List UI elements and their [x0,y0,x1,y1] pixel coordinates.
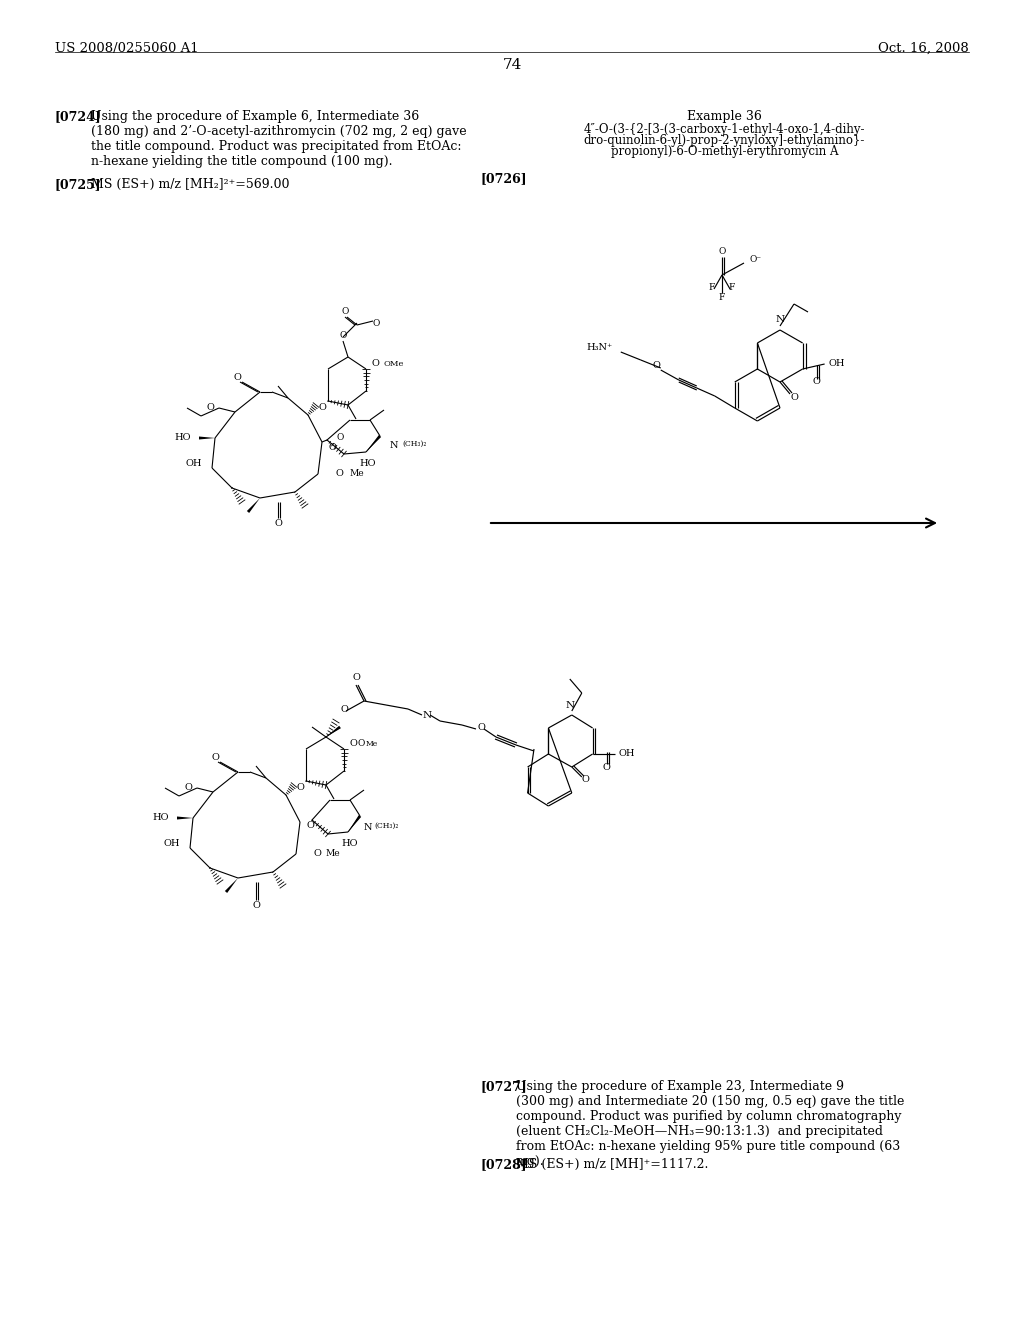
Text: F: F [729,282,735,292]
Text: [0728]: [0728] [480,1158,526,1171]
Text: O: O [349,738,357,747]
Text: O: O [341,306,349,315]
Text: [0725]: [0725] [55,178,101,191]
Text: O: O [582,776,590,784]
Text: O: O [328,442,336,451]
Text: (CH₃)₂: (CH₃)₂ [402,440,426,447]
Text: O: O [184,784,193,792]
Polygon shape [199,437,215,440]
Polygon shape [177,817,193,820]
Text: O: O [718,247,726,256]
Text: O: O [339,330,347,339]
Text: Example 36: Example 36 [687,110,762,123]
Text: OMe: OMe [384,360,404,368]
Text: [0724]: [0724] [55,110,101,123]
Text: HO: HO [342,840,358,849]
Text: O: O [233,374,241,383]
Text: HO: HO [359,459,376,469]
Text: O: O [358,739,366,748]
Text: O: O [211,754,219,763]
Text: dro-quinolin-6-yl)-prop-2-ynyloxy]-ethylamino}-: dro-quinolin-6-yl)-prop-2-ynyloxy]-ethyl… [584,135,865,147]
Text: OH: OH [828,359,845,368]
Text: 74: 74 [503,58,521,73]
Polygon shape [225,878,238,892]
Text: N: N [565,701,574,710]
Text: N: N [775,315,784,325]
Text: MS (ES+) m/z [MH₂]²⁺=569.00: MS (ES+) m/z [MH₂]²⁺=569.00 [91,178,290,191]
Text: O: O [477,722,485,731]
Text: F: F [709,282,715,292]
Text: O: O [653,362,660,371]
Polygon shape [247,498,260,513]
Text: OH: OH [185,459,202,469]
Text: N: N [390,441,398,450]
Text: OH: OH [164,840,180,849]
Polygon shape [348,814,361,832]
Text: HO: HO [174,433,191,442]
Text: O: O [252,902,260,911]
Text: O: O [340,705,348,714]
Text: O⁻: O⁻ [750,255,762,264]
Text: O: O [314,850,322,858]
Text: Oct. 16, 2008: Oct. 16, 2008 [879,42,969,55]
Text: N: N [364,824,373,833]
Text: F: F [719,293,725,301]
Text: O: O [274,519,282,528]
Text: [0727]: [0727] [480,1080,526,1093]
Text: O: O [318,403,326,412]
Text: O: O [206,404,214,412]
Text: O: O [603,763,610,772]
Polygon shape [326,726,341,737]
Text: Using the procedure of Example 23, Intermediate 9
(300 mg) and Intermediate 20 (: Using the procedure of Example 23, Inter… [516,1080,904,1168]
Text: O: O [336,470,344,479]
Text: O: O [352,673,360,682]
Text: Me: Me [326,850,341,858]
Text: 4″-O-(3-{2-[3-(3-carboxy-1-ethyl-4-oxo-1,4-dihy-: 4″-O-(3-{2-[3-(3-carboxy-1-ethyl-4-oxo-1… [584,123,865,136]
Text: O: O [296,783,304,792]
Text: O: O [337,433,344,442]
Text: US 2008/0255060 A1: US 2008/0255060 A1 [55,42,199,55]
Text: O: O [371,359,379,367]
Text: [0726]: [0726] [480,172,526,185]
Text: O: O [813,376,820,385]
Text: Using the procedure of Example 6, Intermediate 36
(180 mg) and 2’-O-acetyl-azith: Using the procedure of Example 6, Interm… [91,110,467,168]
Text: (CH₃)₂: (CH₃)₂ [374,822,398,830]
Text: propionyl)-6-O-methyl-erythromycin A: propionyl)-6-O-methyl-erythromycin A [610,145,839,158]
Text: OH: OH [618,750,635,759]
Text: O: O [791,392,798,401]
Text: HO: HO [153,813,169,822]
Polygon shape [366,436,381,451]
Text: N: N [423,710,431,719]
Text: O: O [373,319,380,329]
Text: O: O [306,821,314,830]
Text: Me: Me [350,470,365,479]
Text: Me: Me [366,741,378,748]
Text: MS (ES+) m/z [MH]⁺=1117.2.: MS (ES+) m/z [MH]⁺=1117.2. [516,1158,709,1171]
Text: H₃N⁺: H₃N⁺ [587,343,612,352]
